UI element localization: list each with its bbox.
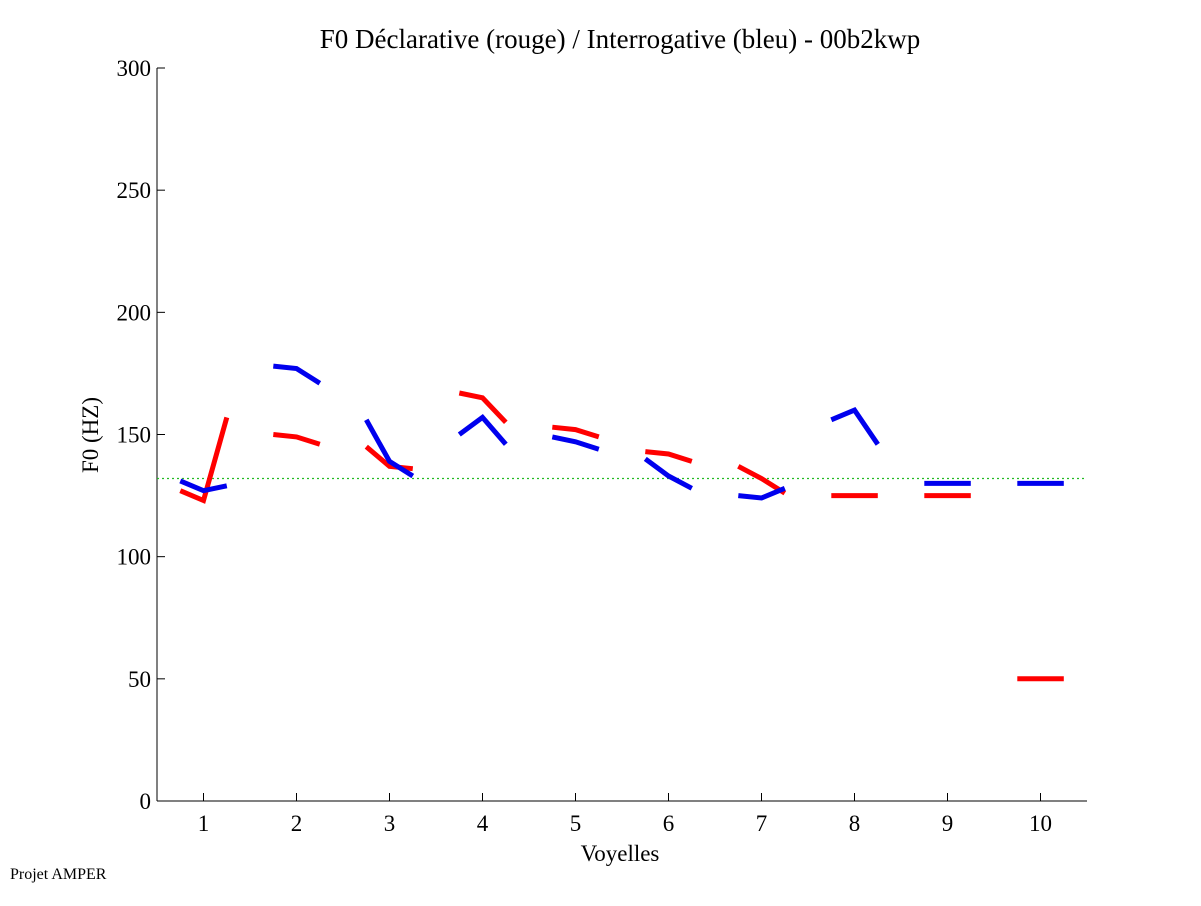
declarative-segment-5 [552, 424, 600, 440]
x-tick-label: 5 [570, 811, 582, 836]
interrogative-segment-4 [457, 414, 508, 446]
interrogative-segment-5 [551, 434, 600, 452]
interrogative-segment-3 [364, 418, 415, 479]
interrogative-segment-7 [738, 485, 786, 501]
declarative-segment-7 [737, 464, 787, 496]
y-tick-label: 0 [140, 789, 152, 814]
declarative-segment-3 [364, 444, 414, 472]
declarative-segment-4 [458, 390, 508, 425]
x-axis-label: Voyelles [581, 841, 660, 866]
x-tick-label: 7 [756, 811, 768, 836]
y-tick-label: 200 [117, 300, 152, 325]
interrogative-segment-2 [273, 363, 322, 386]
chart-title: F0 Déclarative (rouge) / Interrogative (… [320, 24, 921, 54]
x-tick-label: 1 [198, 811, 210, 836]
declarative-segment-2 [273, 432, 321, 447]
credit-label: Projet AMPER [10, 866, 107, 883]
y-axis-label: F0 (HZ) [78, 397, 103, 473]
x-tick-label: 9 [942, 811, 954, 836]
declarative-segment-6 [645, 449, 693, 464]
x-tick-label: 2 [291, 811, 303, 836]
y-tick-label: 100 [117, 545, 152, 570]
interrogative-segment-1 [179, 478, 228, 494]
interrogative-segment-6 [643, 456, 693, 491]
y-tick-label: 150 [117, 423, 152, 448]
plot-area: 0 50 100 150 200 250 300 1 2 3 4 5 6 7 8 9 10 [117, 56, 1087, 836]
y-tick-label: 300 [117, 56, 152, 81]
x-tick-label: 6 [663, 811, 675, 836]
declarative-segment-1 [179, 416, 230, 504]
interrogative-segment-8 [830, 407, 880, 446]
x-tick-label: 3 [384, 811, 396, 836]
x-tick-label: 4 [477, 811, 489, 836]
x-tick-label: 10 [1029, 811, 1052, 836]
x-tick-label: 8 [849, 811, 861, 836]
y-tick-label: 50 [128, 667, 151, 692]
y-tick-label: 250 [117, 178, 152, 203]
